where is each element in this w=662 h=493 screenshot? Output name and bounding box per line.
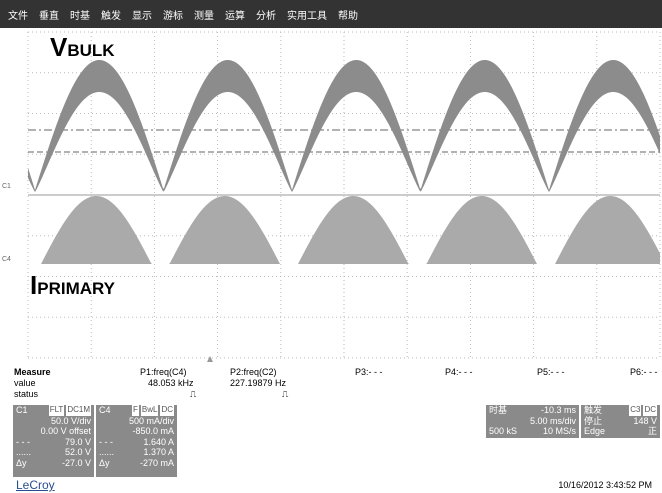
trigger-badge: DC (643, 405, 657, 416)
menu-item[interactable]: 垂直 (39, 10, 59, 22)
trigger-badge: C3 (629, 405, 642, 416)
measure-header: Measure (14, 367, 51, 377)
row-label: - - - (16, 436, 30, 447)
channel-row: Δy -27.0 V (13, 458, 94, 469)
trigger-row: Edge 正 (581, 426, 660, 437)
row-label: ...... (16, 447, 32, 457)
row-label: - - - (99, 436, 113, 447)
date: 10/16/2012 3:43:52 PM (558, 480, 652, 490)
menu-item[interactable]: 触发 (101, 10, 121, 22)
measure-value: value (14, 378, 36, 388)
channel-header: C1 FLT DC1M (13, 405, 94, 416)
timebase-row: 5.00 ms/div (486, 416, 579, 427)
row-value: 50.0 V/div (50, 415, 91, 426)
channel-row: 50.0 V/div (13, 416, 94, 427)
row-label: ...... (99, 447, 115, 457)
row-value: -850.0 mA (132, 426, 174, 436)
waveform-display (27, 31, 661, 362)
trigger-type: Edge (584, 426, 606, 436)
label-sub: BULK (67, 41, 115, 60)
menu-item[interactable]: 分析 (256, 10, 276, 22)
measure-header: P4:- - - (445, 367, 473, 377)
row-value: 1.370 A (143, 447, 174, 457)
channel-row: - - - 79.0 V (13, 437, 94, 448)
iprimary-label: IPRIMARY (30, 270, 115, 301)
menu-bar: 文件 垂直 时基 触发 显示 游标 测量 运算 分析 实用工具 帮助 (0, 0, 662, 28)
label-main: I (30, 270, 38, 300)
measure-header: P1:freq(C4) (140, 367, 187, 377)
vbulk-label: VBULK (50, 32, 115, 63)
channel-box: C4 F BwL DC 500 mA/div -850.0 mA - - - 1.640 A.… (96, 405, 177, 477)
row-value: 79.0 V (64, 436, 91, 447)
trigger-row: 停止 148 V (581, 416, 660, 427)
measure-value: 227.19879 Hz (230, 378, 287, 388)
row-value: 0.00 V offset (40, 426, 91, 436)
measure-header: P5:- - - (537, 367, 565, 377)
trigger-row: 触发 C3 DC (581, 405, 660, 416)
measure-status: ⎍ (282, 389, 289, 399)
menu-item[interactable]: 时基 (70, 10, 90, 22)
timebase-rate: 10 MS/s (542, 426, 576, 436)
trigger-marker (207, 356, 213, 362)
menu-item[interactable]: 文件 (8, 10, 28, 22)
menu-item[interactable]: 实用工具 (287, 10, 327, 22)
channel-row: 500 mA/div (96, 416, 177, 427)
trigger-state: 停止 (584, 415, 603, 426)
menu-item[interactable]: 帮助 (338, 10, 358, 22)
row-label: Δy (16, 457, 27, 468)
timebase-box: 时基 -10.3 ms 5.00 ms/div 500 kS 10 MS/s (486, 405, 579, 438)
channel-name: C4 (99, 405, 111, 415)
channel-row: ...... 1.370 A (96, 447, 177, 458)
channel-row: ...... 52.0 V (13, 447, 94, 458)
row-value: -270 mA (139, 457, 174, 468)
channel-badge: FLT (48, 405, 65, 416)
brand: LeCroy (16, 478, 55, 492)
measure-header: P3:- - - (355, 367, 383, 377)
vbulk-trace (28, 60, 660, 193)
label-main: V (50, 32, 68, 62)
channel-badge: F (131, 405, 139, 416)
channel-badge: DC1M (66, 405, 91, 416)
timebase-samples: 500 kS (489, 426, 518, 436)
channel-box: C1 FLT DC1M 50.0 V/div 0.00 V offset - - - 79.… (13, 405, 94, 477)
channel-row: Δy -270 mA (96, 458, 177, 469)
trigger-title: 触发 (584, 405, 603, 415)
menu-item[interactable]: 显示 (132, 10, 152, 22)
timebase-offset: -10.3 ms (540, 405, 576, 415)
row-value: 1.640 A (143, 436, 174, 447)
row-label: Δy (99, 457, 110, 468)
timebase-div: 5.00 ms/div (529, 415, 576, 426)
label-sub: PRIMARY (37, 279, 115, 298)
measure-header: P2:freq(C2) (230, 367, 277, 377)
channel-row: 0.00 V offset (13, 426, 94, 437)
row-value: 52.0 V (64, 447, 91, 457)
measure-status: ⎍ (190, 389, 197, 399)
trigger-slope: 正 (647, 426, 657, 436)
row-value: 500 mA/div (128, 415, 174, 426)
timebase-row: 时基 -10.3 ms (486, 405, 579, 416)
channel-name: C1 (16, 405, 28, 415)
iprimary-trace (28, 196, 660, 264)
channel-header: C4 F BwL DC (96, 405, 177, 416)
menu-item[interactable]: 运算 (225, 10, 245, 22)
measure-header: P6:- - - (630, 367, 658, 377)
channel-marker: C1 (2, 183, 11, 190)
menu-item[interactable]: 游标 (163, 10, 183, 22)
trigger-box: 触发 C3 DC 停止 148 V Edge 正 (581, 405, 660, 438)
timebase-title: 时基 (489, 405, 508, 415)
trigger-level: 148 V (633, 415, 657, 426)
channel-row: - - - 1.640 A (96, 437, 177, 448)
timebase-row: 500 kS 10 MS/s (486, 426, 579, 437)
channel-badge: DC (160, 405, 174, 416)
channel-badge: BwL (140, 405, 159, 416)
row-value: -27.0 V (61, 457, 91, 468)
channel-marker: C4 (2, 256, 11, 263)
measure-value: 48.053 kHz (148, 378, 194, 388)
channel-row: -850.0 mA (96, 426, 177, 437)
menu-item[interactable]: 测量 (194, 10, 214, 22)
measure-status: status (14, 389, 39, 399)
